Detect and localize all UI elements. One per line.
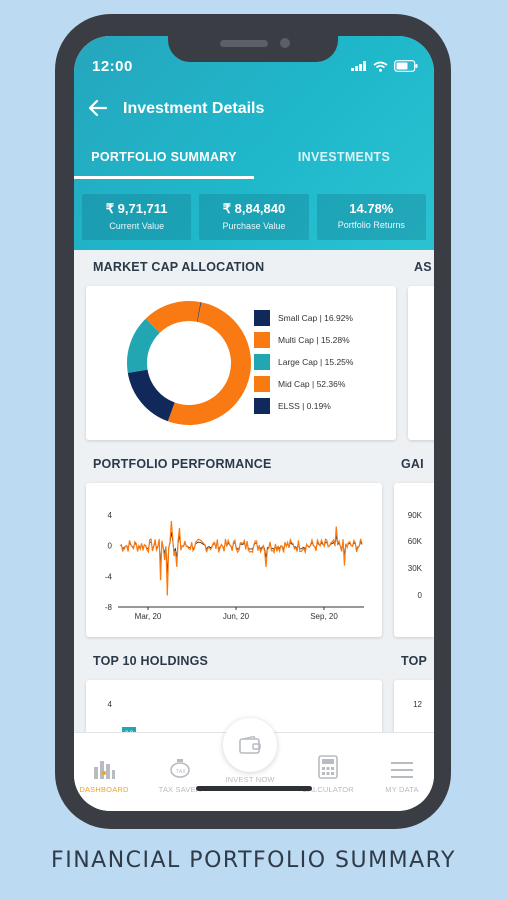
- stat-label: Purchase Value: [222, 221, 286, 231]
- calculator-icon: [318, 755, 338, 779]
- y-tick-label: 12: [413, 700, 422, 709]
- stat-label: Portfolio Returns: [337, 220, 405, 230]
- stat-portfolio-returns: 14.78% Portfolio Returns: [316, 194, 426, 240]
- nav-my-data[interactable]: MY DATA: [366, 755, 434, 794]
- donut-slice-small-cap[interactable]: [127, 369, 176, 422]
- header: 12:00 Investment Details PORTFOLIO SUMMA…: [74, 36, 434, 250]
- piggy-bank-icon: TAX: [170, 759, 190, 778]
- phone-notch: [168, 14, 338, 62]
- y-tick-label: 30K: [408, 564, 423, 573]
- legend-label: Mid Cap | 52.36%: [278, 379, 346, 389]
- app-bar: Investment Details: [74, 92, 434, 128]
- battery-icon: [394, 60, 418, 72]
- nav-label: DASHBOARD: [79, 785, 129, 794]
- market-cap-legend: Small Cap | 16.92% Multi Cap | 15.28% Larg…: [254, 307, 353, 417]
- bar-chart-icon: [94, 761, 115, 779]
- y-tick-label: 4: [108, 700, 113, 709]
- legend-label: ELSS | 0.19%: [278, 401, 331, 411]
- y-tick-label: 4: [108, 511, 113, 520]
- phone-speaker: [220, 40, 268, 47]
- home-indicator: [196, 786, 312, 791]
- market-cap-donut-chart: [127, 301, 251, 425]
- svg-text:TAX: TAX: [176, 769, 186, 775]
- y-tick-label: 90K: [408, 511, 423, 520]
- donut-slice-large-cap[interactable]: [127, 318, 161, 373]
- y-tick-label: 60K: [408, 537, 423, 546]
- invest-now-button[interactable]: [223, 718, 277, 772]
- legend-label: Small Cap | 16.92%: [278, 313, 353, 323]
- wifi-icon: [373, 61, 388, 72]
- tab-investments[interactable]: INVESTMENTS: [297, 150, 391, 164]
- legend-swatch: [254, 332, 270, 348]
- section-title-performance: PORTFOLIO PERFORMANCE: [93, 457, 272, 471]
- legend-item: Small Cap | 16.92%: [254, 307, 353, 329]
- signal-icon: [351, 61, 366, 71]
- legend-swatch: [254, 354, 270, 370]
- nav-invest-now[interactable]: INVEST NOW: [214, 775, 286, 784]
- section-title-holdings: TOP 10 HOLDINGS: [93, 654, 209, 668]
- gain-chart: 90K 60K 30K 0: [408, 511, 423, 600]
- stat-purchase-value: ₹ 8,84,840 Purchase Value: [199, 194, 309, 240]
- asset-allocation-card[interactable]: [408, 286, 434, 440]
- legend-label: Large Cap | 15.25%: [278, 357, 354, 367]
- active-dot: [102, 771, 106, 775]
- summary-stats: ₹ 9,71,711 Current Value ₹ 8,84,840 Purc…: [82, 194, 426, 240]
- gain-card[interactable]: 90K 60K 30K 0: [394, 483, 434, 637]
- section-title-next-card: AS: [414, 260, 432, 274]
- legend-item: Large Cap | 15.25%: [254, 351, 353, 373]
- legend-swatch: [254, 310, 270, 326]
- tab-portfolio-summary[interactable]: PORTFOLIO SUMMARY: [91, 150, 237, 164]
- y-tick-label: -8: [105, 603, 113, 612]
- nav-label: TAX SAVER: [158, 785, 202, 794]
- nav-tax-saver[interactable]: TAX TAX SAVER: [144, 755, 216, 794]
- nav-dashboard[interactable]: DASHBOARD: [74, 755, 140, 794]
- app-screen: 12:00 Investment Details PORTFOLIO SUMMA…: [74, 36, 434, 811]
- market-cap-card[interactable]: Small Cap | 16.92% Multi Cap | 15.28% Larg…: [86, 286, 396, 440]
- stat-current-value: ₹ 9,71,711 Current Value: [82, 194, 192, 240]
- status-bar: 12:00: [74, 36, 434, 82]
- stat-label: Current Value: [109, 221, 165, 231]
- x-tick-label: Mar, 20: [135, 612, 162, 621]
- nav-label: CALCULATOR: [302, 785, 354, 794]
- series-line-portfolio: [119, 521, 363, 596]
- performance-card[interactable]: 4 0 -4 -8 Mar, 20 Jun, 20 Sep, 20: [86, 483, 382, 637]
- donut-slice-multi-cap[interactable]: [145, 301, 201, 334]
- x-tick-label: Sep, 20: [310, 612, 338, 621]
- donut-slice-mid-cap[interactable]: [167, 302, 251, 425]
- tab-active-indicator: [74, 176, 254, 179]
- section-title-next-card: TOP: [401, 654, 428, 668]
- stat-value: 14.78%: [349, 201, 394, 216]
- top-chart: 12: [413, 700, 422, 709]
- legend-item: Multi Cap | 15.28%: [254, 329, 353, 351]
- stat-value: ₹ 9,71,711: [105, 201, 168, 216]
- legend-label: Multi Cap | 15.28%: [278, 335, 350, 345]
- back-arrow-icon[interactable]: [86, 96, 110, 120]
- stat-value: ₹ 8,84,840: [222, 201, 286, 216]
- promo-caption: FINANCIAL PORTFOLIO SUMMARY: [51, 848, 456, 873]
- tab-bar: PORTFOLIO SUMMARY INVESTMENTS: [74, 142, 434, 182]
- section-title-next-card: GAI: [401, 457, 424, 471]
- legend-swatch: [254, 398, 270, 414]
- top-card[interactable]: 12: [394, 680, 434, 740]
- legend-swatch: [254, 376, 270, 392]
- nav-label: INVEST NOW: [225, 775, 275, 784]
- page-title: Investment Details: [123, 100, 265, 117]
- legend-item: ELSS | 0.19%: [254, 395, 353, 417]
- y-tick-label: -4: [105, 572, 113, 581]
- phone-camera: [280, 38, 290, 48]
- wallet-icon: [239, 736, 261, 754]
- nav-label: MY DATA: [385, 785, 419, 794]
- status-time: 12:00: [92, 58, 133, 75]
- series-line-benchmark: [119, 532, 363, 574]
- performance-line-chart: 4 0 -4 -8 Mar, 20 Jun, 20 Sep, 20: [105, 511, 364, 621]
- menu-icon: [391, 762, 413, 778]
- y-tick-label: 0: [108, 542, 113, 551]
- nav-calculator[interactable]: CALCULATOR: [292, 755, 364, 794]
- y-tick-label: 0: [418, 591, 423, 600]
- status-icons: [351, 60, 418, 72]
- legend-item: Mid Cap | 52.36%: [254, 373, 353, 395]
- x-tick-label: Jun, 20: [223, 612, 250, 621]
- section-title-market-cap: MARKET CAP ALLOCATION: [93, 260, 265, 274]
